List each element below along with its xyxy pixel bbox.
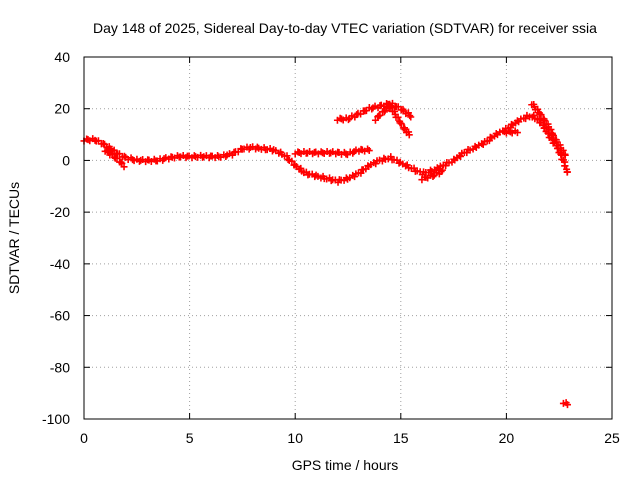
y-tick-label: -80 (50, 359, 70, 375)
data-point (438, 166, 446, 174)
plot-frame (83, 56, 613, 420)
y-tick-label: 0 (62, 152, 70, 168)
series-track-5 (371, 102, 413, 139)
y-tick-label: -40 (50, 256, 70, 272)
data-point (547, 125, 555, 133)
data-point (540, 117, 548, 125)
series-track-3 (291, 145, 373, 159)
series-track-2 (101, 147, 128, 171)
y-axis-label: SDTVAR / TECUs (6, 182, 22, 294)
data-point (429, 173, 437, 181)
y-tick-label: 40 (54, 49, 70, 65)
data-point (288, 157, 296, 165)
x-tick-label: 20 (499, 430, 515, 446)
series-track-9 (559, 399, 571, 409)
data-point (397, 120, 405, 128)
data-point (530, 111, 538, 119)
data-point (284, 156, 292, 164)
data-point (222, 152, 230, 160)
data-point (563, 401, 571, 409)
data-point (344, 116, 352, 124)
data-point (394, 113, 402, 121)
data-point (407, 113, 415, 121)
data-point (406, 112, 414, 120)
data-point (117, 158, 125, 166)
series-track-7 (528, 100, 569, 159)
data-point (371, 116, 379, 124)
data-point (253, 143, 261, 151)
data-layer (80, 99, 571, 409)
data-point (405, 131, 413, 139)
x-tick-label: 5 (186, 430, 194, 446)
chart-title: Day 148 of 2025, Sidereal Day-to-day VTE… (93, 20, 597, 36)
x-tick-label: 15 (393, 430, 409, 446)
grid-lines (84, 57, 612, 419)
data-point (396, 119, 404, 127)
x-tick-label: 0 (80, 430, 88, 446)
data-point (537, 111, 545, 119)
y-tick-label: -60 (50, 308, 70, 324)
data-point (540, 124, 548, 132)
data-point (457, 152, 465, 160)
data-point (549, 131, 557, 139)
data-point (113, 154, 121, 162)
y-tick-label: 20 (54, 101, 70, 117)
x-tick-label: 10 (287, 430, 303, 446)
data-point (120, 152, 128, 160)
data-point (450, 155, 458, 163)
data-point (513, 129, 521, 137)
data-point (563, 168, 571, 176)
data-point (522, 115, 530, 123)
series-track-8 (418, 166, 446, 184)
data-point (120, 163, 128, 171)
data-point (559, 146, 567, 154)
series-track-1 (80, 111, 571, 186)
series-track-6 (502, 127, 521, 137)
data-point (492, 130, 500, 138)
axes: 0 5 10 15 20 25 -100 -80 -60 -40 -20 0 20 40 (42, 49, 620, 446)
data-point (561, 151, 569, 159)
y-tick-label: -20 (50, 204, 70, 220)
data-point (561, 162, 569, 170)
y-tick-label: -100 (42, 411, 70, 427)
data-point (437, 167, 445, 175)
x-axis-label: GPS time / hours (292, 457, 399, 473)
data-point (365, 147, 373, 155)
data-point (283, 152, 291, 160)
data-point (471, 142, 479, 150)
data-point (387, 104, 395, 112)
x-tick-label: 25 (604, 430, 620, 446)
data-point (376, 111, 384, 119)
